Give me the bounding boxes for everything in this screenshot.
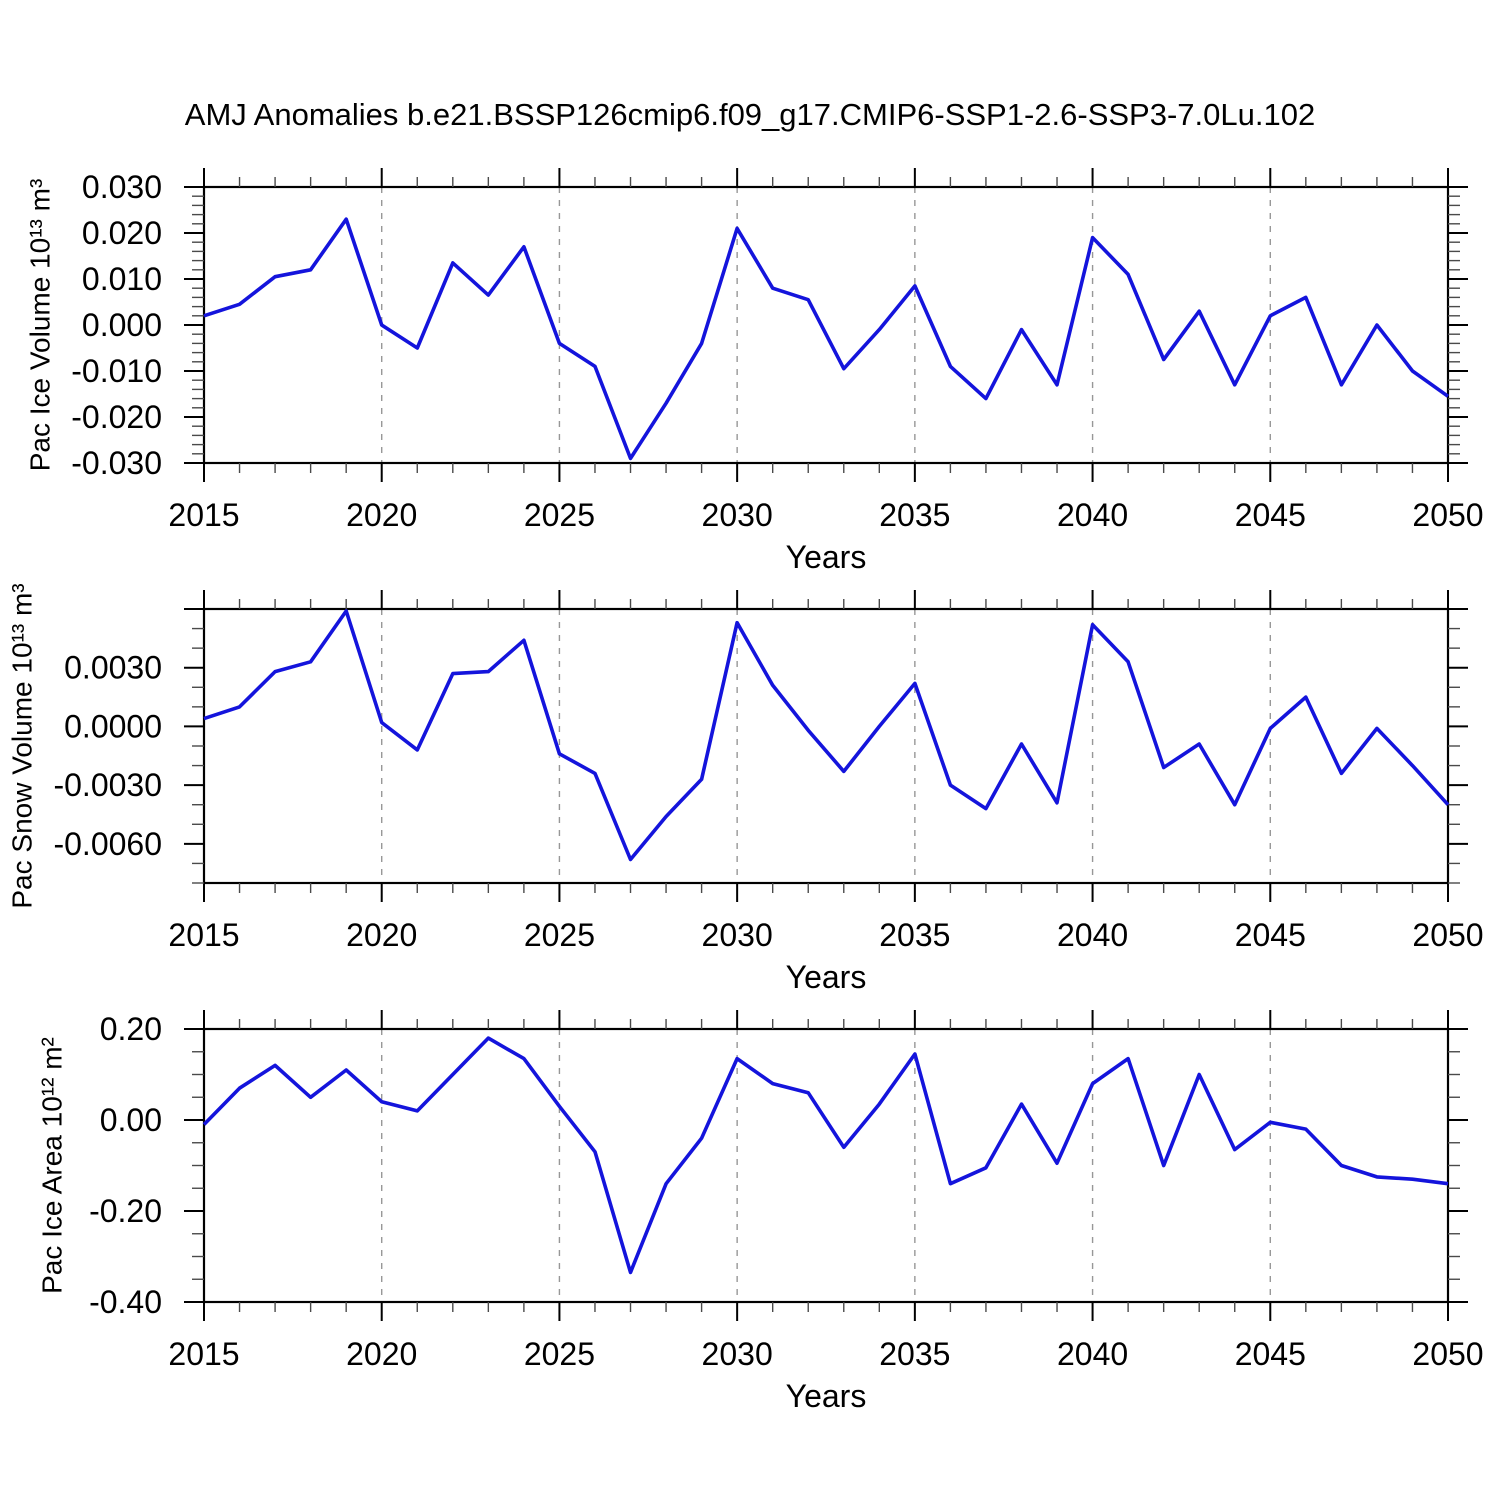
x-tick-label: 2040	[1057, 1336, 1128, 1372]
y-tick-label: 0.020	[82, 215, 162, 251]
y-axis-title: Pac Ice Volume 10¹³ m³	[25, 179, 56, 472]
x-axis-title: Years	[786, 959, 867, 995]
y-tick-label: 0.0000	[64, 708, 162, 744]
data-line	[203, 609, 1450, 862]
x-tick-label: 2030	[702, 917, 773, 953]
x-tick-label: 2015	[168, 917, 239, 953]
y-axis-title: Pac Snow Volume 10¹³ m³	[7, 583, 38, 908]
x-tick-label: 2045	[1235, 1336, 1306, 1372]
x-tick-label: 2015	[168, 1336, 239, 1372]
x-tick-label: 2035	[879, 917, 950, 953]
y-tick-label: -0.0060	[53, 826, 162, 862]
x-axis-title: Years	[786, 539, 867, 575]
y-tick-label: -0.0030	[53, 767, 162, 803]
x-tick-label: 2025	[524, 917, 595, 953]
x-tick-label: 2030	[702, 1336, 773, 1372]
data-line	[202, 1036, 1449, 1275]
chart-panel-3: 2015 2020 2025 2030 2035 2040 2045 2050 0.20 0.00…	[37, 1010, 1484, 1414]
x-tick-label: 2050	[1412, 1336, 1483, 1372]
y-tick-label: -0.010	[71, 353, 162, 389]
x-tick-label: 2050	[1412, 917, 1483, 953]
y-tick-label: -0.20	[89, 1193, 162, 1229]
x-tick-label: 2025	[524, 1336, 595, 1372]
y-tick-label: 0.000	[82, 307, 162, 343]
x-axis-title: Years	[786, 1378, 867, 1414]
y-tick-label: 0.20	[100, 1011, 162, 1047]
x-tick-label: 2020	[346, 497, 417, 533]
chart-panel-1: 2015 2020 2025 2030 2035 2040 2045 2050 0.030 0.0…	[25, 168, 1484, 575]
data-line	[203, 217, 1450, 461]
x-tick-label: 2035	[879, 1336, 950, 1372]
x-tick-label: 2040	[1057, 497, 1128, 533]
x-tick-label: 2020	[346, 1336, 417, 1372]
x-tick-label: 2015	[168, 497, 239, 533]
chart-panel-2: 2015 2020 2025 2030 2035 2040 2045 2050 0.0030 0.…	[7, 583, 1484, 995]
x-tick-label: 2045	[1235, 917, 1306, 953]
y-tick-label: 0.00	[100, 1102, 162, 1138]
y-axis-title: Pac Ice Area 10¹² m²	[37, 1037, 68, 1294]
y-tick-label: 0.010	[82, 261, 162, 297]
x-tick-label: 2050	[1412, 497, 1483, 533]
x-tick-label: 2035	[879, 497, 950, 533]
x-tick-label: 2040	[1057, 917, 1128, 953]
x-tick-label: 2020	[346, 917, 417, 953]
y-tick-label: -0.030	[71, 445, 162, 481]
y-tick-label: 0.030	[82, 169, 162, 205]
x-tick-label: 2030	[702, 497, 773, 533]
y-tick-label: -0.40	[89, 1284, 162, 1320]
x-tick-label: 2025	[524, 497, 595, 533]
y-tick-label: 0.0030	[64, 650, 162, 686]
y-tick-label: -0.020	[71, 399, 162, 435]
chart-title: AMJ Anomalies b.e21.BSSP126cmip6.f09_g17…	[184, 97, 1316, 132]
x-tick-label: 2045	[1235, 497, 1306, 533]
plot-border	[202, 1027, 1450, 1304]
plot-border	[202, 185, 1450, 465]
